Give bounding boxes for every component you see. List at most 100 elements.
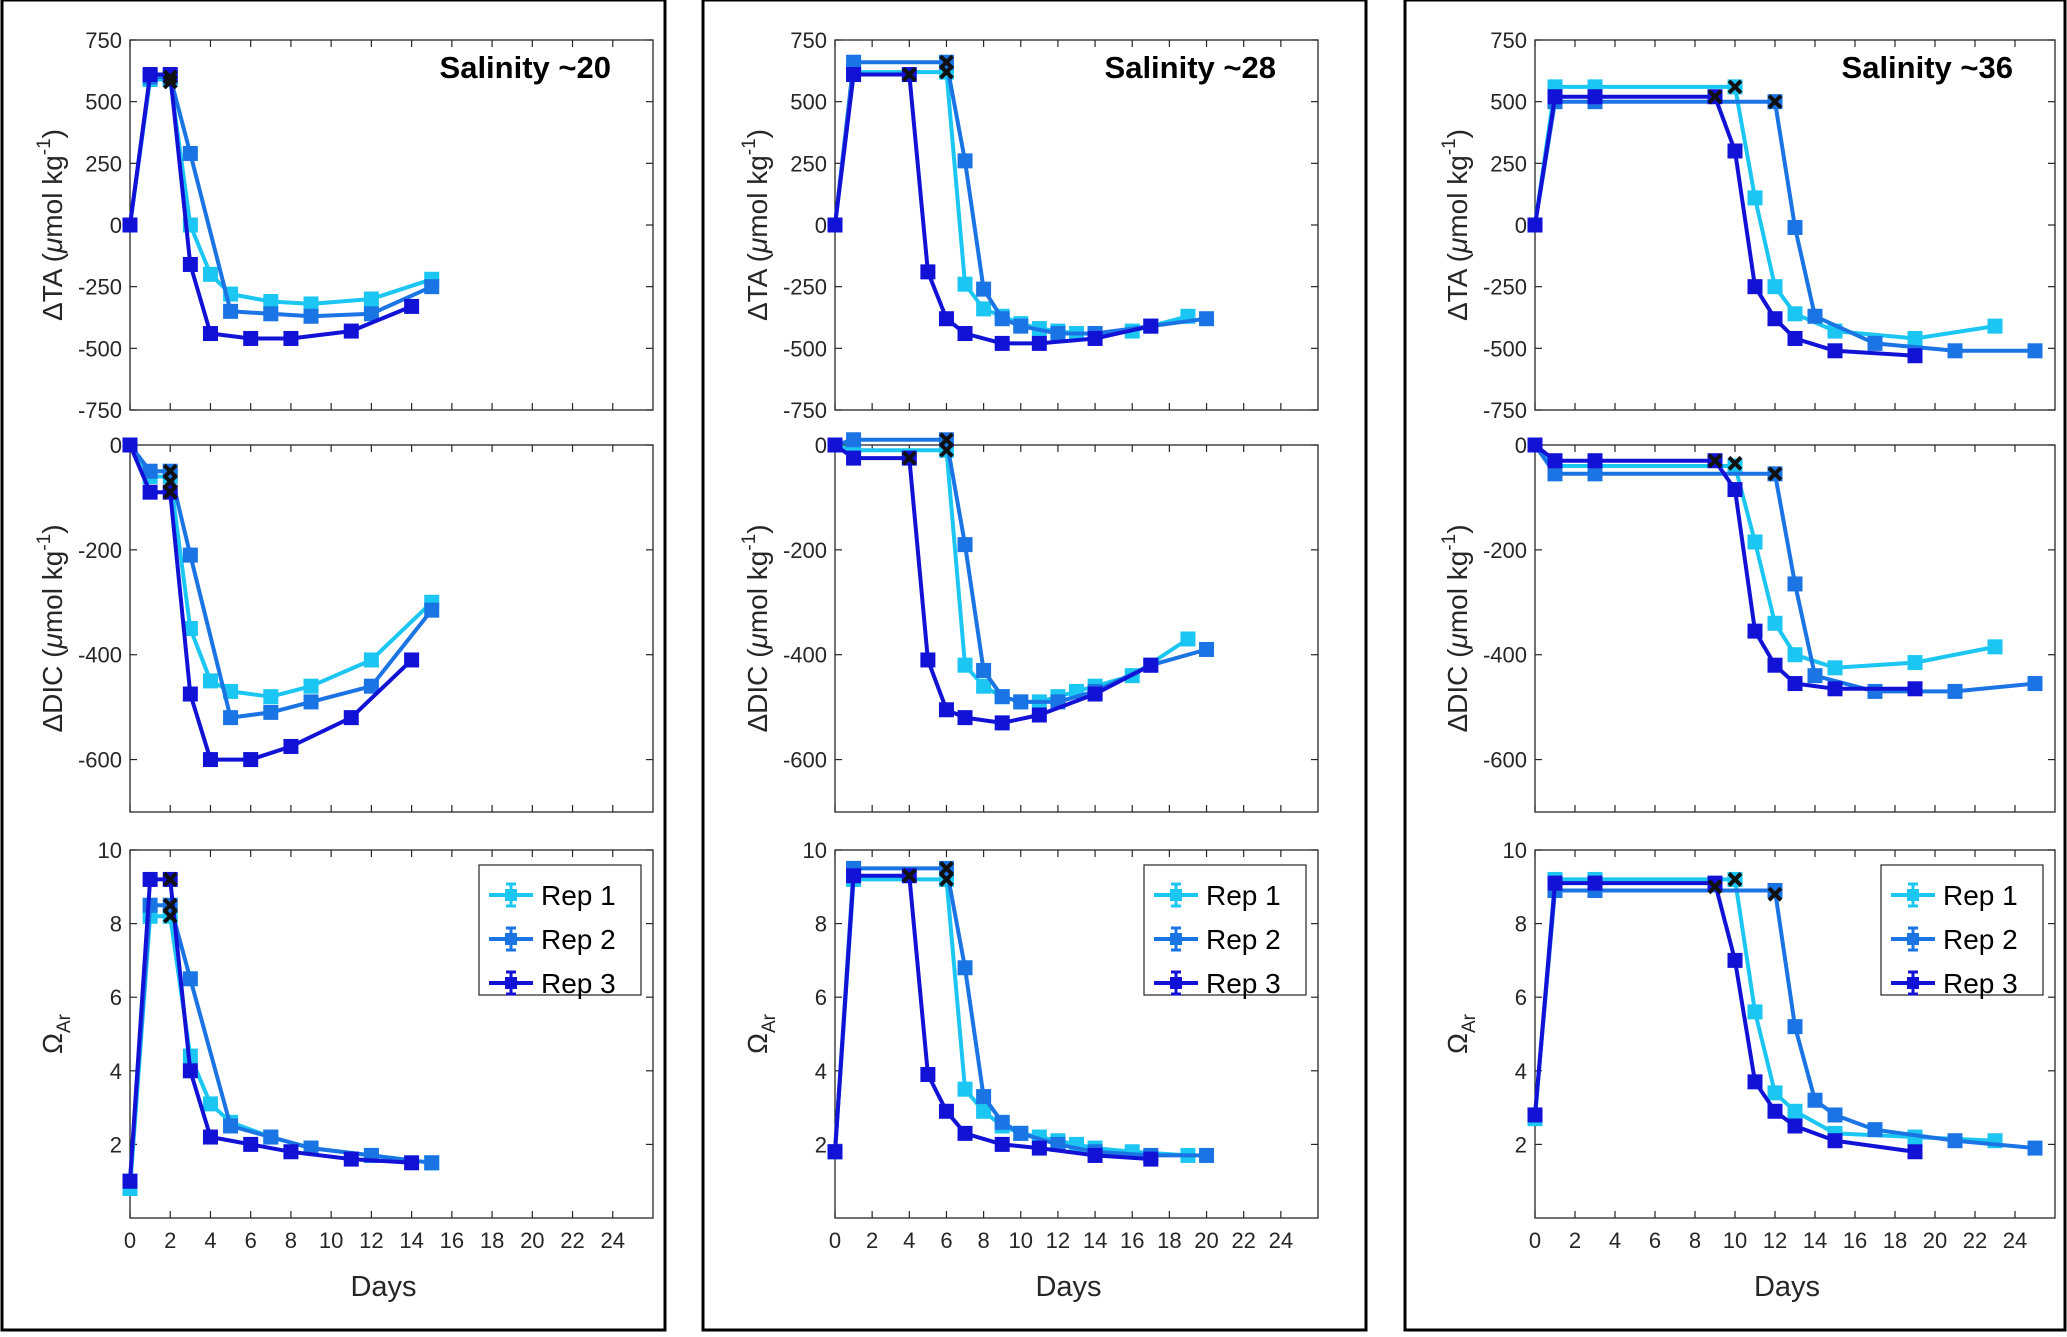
legend-marker	[1170, 933, 1182, 945]
data-point-rep3	[1827, 681, 1843, 697]
x-tick-label: 0	[124, 1228, 136, 1253]
data-point-rep3	[142, 871, 158, 887]
x-tick-label: 6	[245, 1228, 257, 1253]
y-tick-label: -750	[783, 398, 827, 423]
data-point-rep1	[957, 276, 973, 292]
x-tick-label: 16	[440, 1228, 464, 1253]
data-point-rep2	[1947, 343, 1963, 359]
x-tick-label: 24	[2003, 1228, 2027, 1253]
legend-marker	[1170, 977, 1182, 989]
data-point-rep1	[202, 1096, 218, 1112]
x-marker	[1727, 872, 1743, 887]
data-point-rep1	[1827, 660, 1843, 676]
y-axis-label-part: )	[742, 524, 773, 533]
data-point-rep2	[994, 311, 1010, 327]
series-line-rep3	[833, 72, 1152, 346]
x-tick-label: 0	[1529, 1228, 1541, 1253]
x-tick-label: 6	[1649, 1228, 1661, 1253]
y-axis-label-part: ΔDIC (	[37, 648, 68, 733]
series-line-rep3	[833, 443, 1152, 725]
panel-frame-3	[1403, 0, 2067, 1332]
data-point-rep2	[2027, 343, 2043, 359]
y-tick-label: 0	[110, 433, 122, 458]
data-point-rep3	[957, 326, 973, 342]
axes-box	[834, 444, 1319, 813]
legend-label: Rep 2	[1943, 924, 2018, 955]
data-point-rep2	[263, 704, 279, 720]
data-point-rep3	[920, 264, 936, 280]
x-marker	[1707, 453, 1723, 469]
x-tick-label: 20	[1194, 1228, 1218, 1253]
data-point-rep2	[1050, 326, 1066, 342]
data-point-rep3	[122, 217, 138, 233]
data-point-rep2	[1947, 1133, 1963, 1149]
x-tick-label: 12	[359, 1228, 383, 1253]
data-point-rep3	[1747, 1074, 1763, 1090]
y-tick-label: -750	[1483, 398, 1527, 423]
data-point-rep3	[243, 330, 259, 346]
legend-label: Rep 2	[1206, 924, 1281, 955]
y-tick-label: 6	[110, 985, 122, 1010]
y-tick-label: -200	[1483, 538, 1527, 563]
y-tick-label: -600	[783, 748, 827, 773]
data-point-rep3	[1031, 707, 1047, 723]
series-line-rep3	[1533, 881, 1916, 1154]
subplot-dic-3: 0 -200 -400 -600 ΔDIC (μmol kg-1)	[1439, 433, 2056, 813]
y-tick-label: 750	[85, 28, 122, 53]
y-axis-label-part: mol kg	[1442, 551, 1473, 633]
x-tick-label: 0	[829, 1228, 841, 1253]
data-point-rep3	[343, 710, 359, 726]
y-tick-label: 750	[1490, 28, 1527, 53]
y-axis-label-mu: μ	[742, 633, 773, 649]
data-point-rep3	[1143, 318, 1159, 334]
x-tick-label: 2	[866, 1228, 878, 1253]
x-marker	[162, 908, 178, 924]
data-point-rep2	[142, 463, 158, 479]
subplot-ta-3: 750 500 250 0 -250 -500 -750 ΔTA (μmol kg-1) Sal…	[1439, 28, 2056, 423]
y-tick-label: 6	[815, 985, 827, 1010]
x-tick-label: 6	[940, 1228, 952, 1253]
data-point-rep3	[994, 715, 1010, 731]
y-tick-label: 0	[1515, 213, 1527, 238]
legend-marker	[505, 933, 517, 945]
y-axis-label: ΔTA (μmol kg-1)	[34, 129, 68, 321]
x-marker	[162, 74, 178, 90]
legend-label: Rep 1	[1206, 880, 1281, 911]
data-point-rep2	[976, 1089, 992, 1105]
y-tick-label: 4	[815, 1059, 827, 1084]
y-axis-label-sub: Ar	[1459, 1013, 1480, 1033]
y-axis-label-part: mol kg	[37, 155, 68, 237]
data-point-rep1	[202, 266, 218, 282]
panel-frame-1	[0, 0, 667, 1332]
y-axis-label-sup: -1	[34, 534, 55, 551]
x-tick-label: 8	[285, 1228, 297, 1253]
subplot-dic-1: 0 -200 -400 -600 ΔDIC (μmol kg-1)	[34, 433, 654, 813]
data-point-rep1	[1180, 631, 1196, 647]
data-point-rep3	[957, 710, 973, 726]
data-point-rep2	[976, 281, 992, 297]
data-point-rep3	[920, 1066, 936, 1082]
data-point-rep2	[2027, 1140, 2043, 1156]
y-axis-label-part: mol kg	[742, 551, 773, 633]
y-tick-label: 250	[790, 151, 827, 176]
x-tick-label: 20	[520, 1228, 544, 1253]
data-point-rep3	[1907, 1144, 1923, 1160]
y-tick-label: 10	[803, 838, 827, 863]
legend-marker	[1907, 977, 1919, 989]
data-point-rep3	[1087, 330, 1103, 346]
data-point-rep3	[1527, 217, 1543, 233]
data-point-rep3	[404, 298, 420, 314]
x-tick-label: 24	[601, 1228, 625, 1253]
data-point-rep1	[202, 673, 218, 689]
data-point-rep3	[1767, 311, 1783, 327]
data-point-rep1	[1747, 1004, 1763, 1020]
y-tick-label: 500	[790, 90, 827, 115]
data-point-rep2	[976, 662, 992, 678]
y-axis-label-mu: μ	[37, 238, 68, 254]
y-axis-label-part: mol kg	[742, 155, 773, 237]
data-point-rep2	[1199, 1147, 1215, 1163]
y-axis-label-sup: -1	[1439, 138, 1460, 155]
x-tick-label: 8	[977, 1228, 989, 1253]
data-point-rep1	[1767, 615, 1783, 631]
